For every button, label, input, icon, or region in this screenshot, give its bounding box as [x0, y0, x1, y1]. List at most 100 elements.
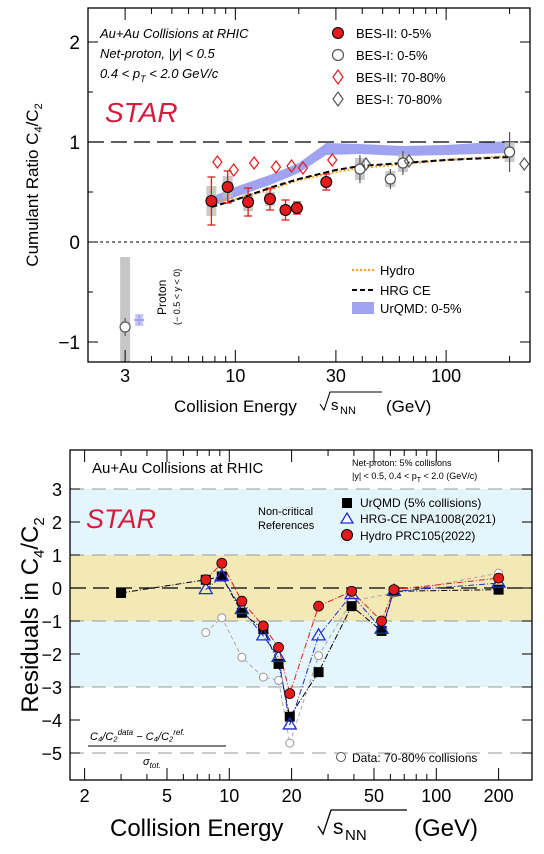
- point-hrg: [255, 627, 271, 641]
- point-bes2-periph: [297, 161, 309, 175]
- point-urqmd: [236, 607, 247, 618]
- point-hydro: [376, 615, 387, 627]
- legend-label-urqmd: UrQMD: 0-5%: [380, 301, 462, 316]
- line-periph: [205, 572, 499, 744]
- point-bes2-periph: [212, 155, 223, 169]
- bottom-note-line-2: |y| < 0.5, 0.4 < pT < 2.0 (GeV/c): [352, 471, 477, 484]
- point-bes2-central: [263, 193, 276, 205]
- point-hrg: [198, 581, 214, 595]
- bottom-xtick-label: 5: [162, 786, 172, 806]
- legend-marker-hrg: [339, 511, 355, 524]
- point-urqmd: [346, 601, 357, 612]
- point-bes2-central: [205, 195, 218, 207]
- bottom-y-axis-label: Residuals in C4/C2: [17, 517, 48, 712]
- legend-label-bes2-periph: BES-II: 70-80%: [356, 70, 446, 85]
- bottom-plot-frame: [69, 449, 533, 781]
- legend-label-bes1-central: BES-I: 0-5%: [356, 48, 428, 63]
- line-hydro: [205, 562, 499, 696]
- point-urqmd: [116, 587, 127, 598]
- top-info-line-3: 0.4 < pT < 2.0 GeV/c: [100, 66, 219, 84]
- point-periph: [314, 651, 324, 661]
- point-bes2-periph: [228, 163, 239, 177]
- urqmd-band: [211, 141, 510, 207]
- top-sqrt-s: s: [331, 397, 339, 414]
- bottom-star-logo: STAR: [86, 504, 156, 534]
- legend-label-bes2-central: BES-II: 0-5%: [356, 26, 432, 41]
- point-hrg: [234, 601, 250, 615]
- bottom-axis-ticks: −5 −4 −3 −2 −1 0 1 2 3 2 5 10 20 50 100 200: [41, 450, 532, 806]
- svg-text:(GeV): (GeV): [386, 397, 431, 416]
- point-hydro: [236, 595, 248, 607]
- point-bes2-periph: [286, 159, 297, 173]
- bottom-xtick-label: 20: [282, 786, 302, 806]
- top-xtick-label: 100: [431, 366, 461, 386]
- point-hrg: [214, 568, 230, 582]
- point-urqmd: [376, 625, 387, 636]
- bottom-xtick-label: 2: [80, 786, 90, 806]
- top-y-axis-label: Cumulant Ratio C4/C2: [23, 103, 45, 266]
- point-bes2-central: [242, 196, 255, 208]
- top-ytick-label: 1: [69, 133, 80, 154]
- proton-label: Proton: [155, 280, 169, 315]
- bottom-sqrt-symbol: [317, 809, 407, 836]
- point-periph: [274, 675, 284, 685]
- point-hydro: [346, 585, 358, 597]
- legend-marker-bes2-central: [332, 27, 344, 39]
- bottom-guide-lines: [70, 488, 532, 754]
- point-bes2-periph: [327, 153, 338, 167]
- legend-label-bes1-periph: BES-I: 70-80%: [356, 92, 442, 107]
- point-urqmd: [493, 584, 504, 595]
- point-periph: [285, 738, 295, 748]
- bottom-sqrt-s: s: [333, 816, 344, 839]
- bottom-ytick-label: −3: [41, 678, 62, 698]
- point-bes2-periph: [270, 160, 282, 174]
- bottom-ytick-label: −2: [41, 645, 62, 665]
- point-bes2-central: [320, 176, 333, 188]
- legend-label-b-hydro: Hydro PRC105(2022): [360, 529, 475, 543]
- legend-label-hydro: Hydro: [380, 263, 415, 278]
- point-bes2-central: [290, 202, 303, 214]
- point-periph: [201, 628, 211, 638]
- point-hydro: [313, 600, 324, 612]
- point-periph: [237, 652, 247, 662]
- top-xtick-label: 30: [326, 366, 346, 386]
- legend-marker-bes1-central: [331, 48, 345, 62]
- refs-label-line-1: Non-critical: [258, 506, 313, 518]
- svg-text:(GeV): (GeV): [414, 815, 478, 842]
- top-x-axis-label: Collision Energy s NN (GeV): [174, 391, 431, 417]
- point-hrg: [310, 627, 327, 641]
- bottom-ytick-label: 0: [52, 579, 62, 599]
- sys-box-proton: [120, 257, 131, 362]
- point-hydro: [273, 642, 284, 653]
- top-sqrt-nn: NN: [340, 405, 356, 417]
- bottom-x-axis-label: Collision Energy s NN (GeV): [110, 809, 478, 844]
- point-urqmd: [216, 571, 227, 582]
- bottom-ytick-label: 2: [52, 513, 62, 533]
- top-legend-models: Hydro HRG CE UrQMD: 0-5%: [352, 263, 462, 316]
- point-proton-bes: [119, 321, 131, 333]
- point-bes1-central: [384, 173, 396, 185]
- legend-marker-periph: [336, 752, 346, 762]
- point-hydro: [216, 557, 228, 569]
- legend-label-b-urqmd: UrQMD (5% collisions): [360, 496, 481, 510]
- bottom-ytick-label: −4: [41, 711, 62, 731]
- point-hrg: [270, 649, 287, 662]
- bottom-xtick-label: 50: [364, 786, 384, 806]
- svg-text:Collision Energy: Collision Energy: [110, 815, 283, 842]
- formula-numerator: C₄/C₂data − C₄/C₂ref.: [90, 728, 185, 743]
- top-info-line-1: Au+Au Collisions at RHIC: [99, 26, 249, 41]
- top-ytick-label: −1: [58, 333, 80, 354]
- top-panel: −1 0 1 2 3 10 30 100 Au+Au Collisions at RHIC N…: [23, 7, 531, 417]
- top-xtick-label: 3: [120, 366, 130, 386]
- top-ytick-label: 0: [69, 233, 80, 254]
- point-bes1-periph: [403, 154, 415, 168]
- bottom-ytick-label: 1: [52, 546, 62, 566]
- top-axis-ticks: −1 0 1 2 3 10 30 100: [58, 8, 530, 386]
- legend-marker-hydro: [341, 529, 353, 541]
- top-data-points: [119, 132, 530, 336]
- legend-marker-urqmd: [342, 498, 352, 508]
- point-periph: [258, 672, 268, 682]
- legend-marker-bes1-periph: [332, 90, 344, 108]
- point-bes1-periph: [519, 157, 530, 171]
